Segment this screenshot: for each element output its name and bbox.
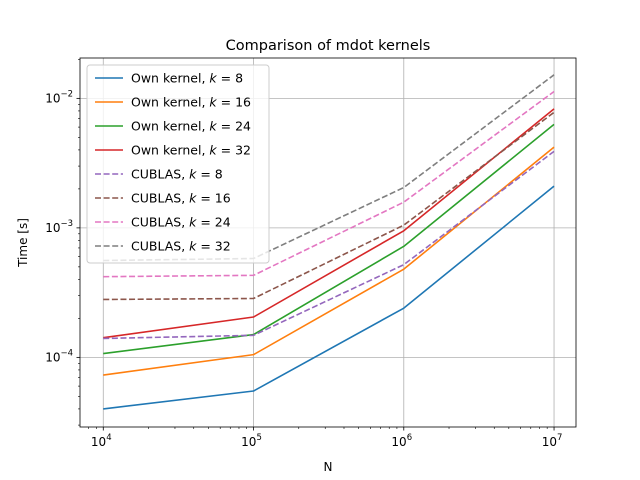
x-tick-label: 107 <box>542 433 563 449</box>
legend-label: CUBLAS, k = 16 <box>131 191 231 206</box>
legend-label: CUBLAS, k = 32 <box>131 239 231 254</box>
plot-area-frame <box>79 57 577 428</box>
x-tick-label: 105 <box>241 433 262 449</box>
y-tick-label: 10−3 <box>45 219 73 235</box>
legend: Own kernel, k = 8 Own kernel, k = 16 Own k… <box>86 64 270 264</box>
legend-label: Own kernel, k = 24 <box>131 119 251 134</box>
y-tick-label: 10−2 <box>45 89 73 105</box>
series-line-own-kernel-k8 <box>103 185 555 410</box>
legend-label: Own kernel, k = 16 <box>131 95 251 110</box>
series-line-own-kernel-k24 <box>103 123 555 355</box>
series-line-cublas-k16 <box>103 111 555 301</box>
x-axis-label: N <box>324 460 333 474</box>
legend-label: CUBLAS, k = 8 <box>131 167 223 182</box>
series-lines <box>103 74 555 410</box>
series-line-cublas-k32 <box>103 74 555 262</box>
legend-label: CUBLAS, k = 24 <box>131 215 231 230</box>
legend-label: Own kernel, k = 32 <box>131 143 251 158</box>
series-line-own-kernel-k16 <box>103 146 555 376</box>
y-tick-label: 10−4 <box>45 348 73 364</box>
series-line-cublas-k24 <box>103 90 555 278</box>
series-line-own-kernel-k32 <box>103 108 555 339</box>
chart-title: Comparison of mdot kernels <box>226 38 431 54</box>
axis-ticks: 104 105 106 107 10−4 10−3 10−2 <box>45 59 562 449</box>
series-line-cublas-k8 <box>103 150 555 340</box>
x-tick-label: 104 <box>91 433 112 449</box>
y-axis-label: Time [s] <box>16 218 30 268</box>
legend-box <box>86 64 270 264</box>
x-tick-label: 106 <box>391 433 412 449</box>
legend-label: Own kernel, k = 8 <box>131 71 243 86</box>
